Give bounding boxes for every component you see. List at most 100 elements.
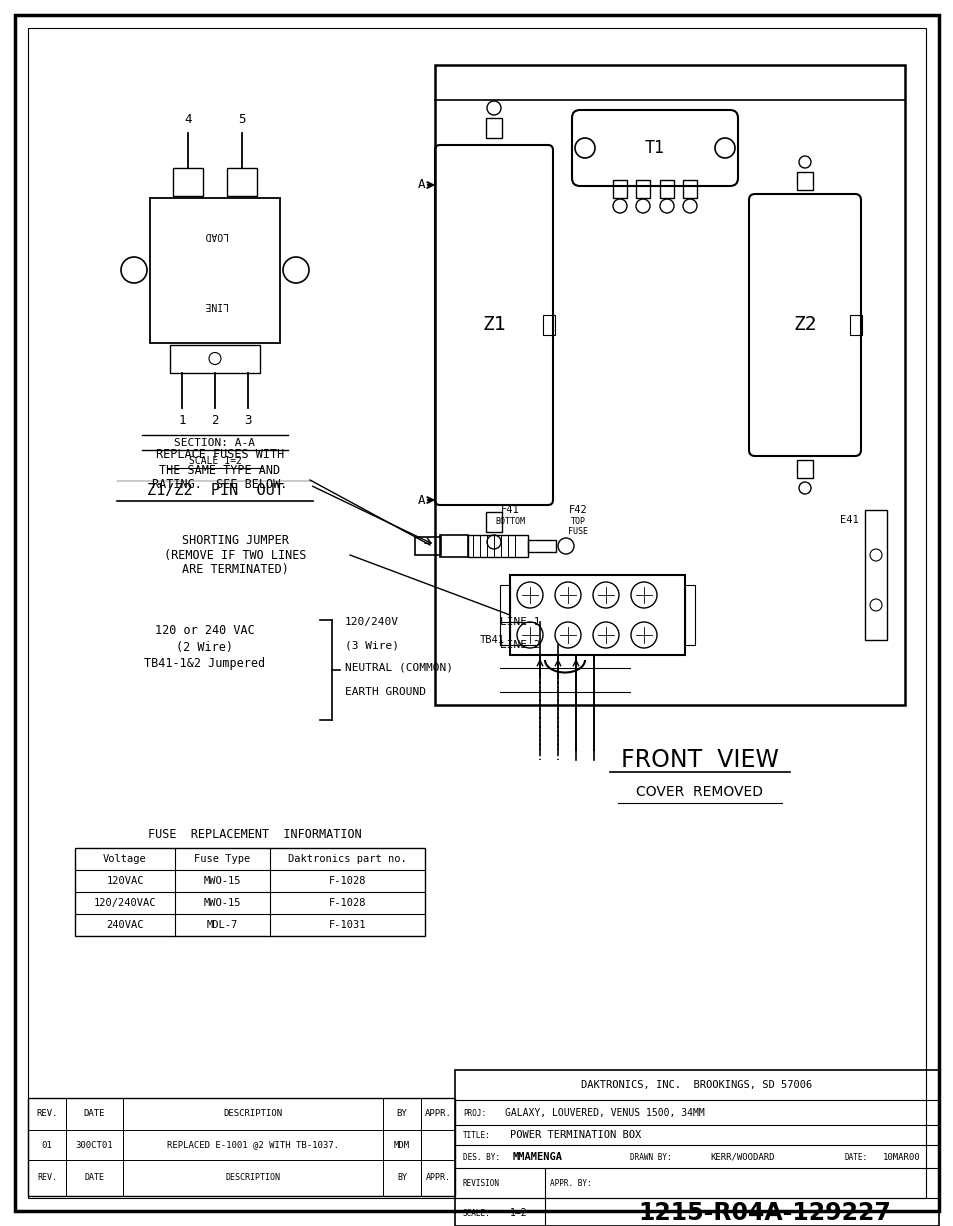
Text: FRONT  VIEW: FRONT VIEW — [620, 748, 778, 772]
Bar — [439, 535, 468, 557]
Text: REV.: REV. — [36, 1110, 58, 1118]
Text: TITLE:: TITLE: — [462, 1130, 490, 1139]
Text: ARE TERMINATED): ARE TERMINATED) — [181, 564, 288, 576]
Bar — [485, 512, 501, 532]
Text: 120 or 240 VAC: 120 or 240 VAC — [155, 624, 254, 636]
Bar — [636, 180, 649, 199]
Text: 4: 4 — [184, 113, 192, 126]
Text: POWER TERMINATION BOX: POWER TERMINATION BOX — [510, 1130, 640, 1140]
Bar — [75, 848, 424, 935]
Text: Z1: Z1 — [482, 315, 505, 335]
Text: GALAXY, LOUVERED, VENUS 1500, 34MM: GALAXY, LOUVERED, VENUS 1500, 34MM — [504, 1108, 704, 1118]
Text: EARTH GROUND: EARTH GROUND — [345, 687, 426, 698]
Text: FUSE  REPLACEMENT  INFORMATION: FUSE REPLACEMENT INFORMATION — [148, 829, 361, 841]
Text: SHORTING JUMPER: SHORTING JUMPER — [181, 533, 288, 547]
Bar — [227, 168, 256, 195]
Bar — [613, 180, 626, 199]
Text: 2: 2 — [211, 414, 218, 427]
Text: A: A — [417, 494, 424, 506]
Bar — [468, 535, 527, 557]
Text: 1215-R04A-129227: 1215-R04A-129227 — [638, 1201, 890, 1225]
Text: F-1028: F-1028 — [329, 877, 366, 886]
Text: COVER  REMOVED: COVER REMOVED — [636, 785, 762, 799]
Bar — [415, 537, 440, 555]
Bar — [542, 315, 555, 335]
Text: MDM: MDM — [394, 1140, 410, 1150]
Bar — [455, 1070, 938, 1226]
Text: LOAD: LOAD — [203, 230, 227, 240]
Text: A: A — [417, 179, 424, 191]
Text: APPR. BY:: APPR. BY: — [550, 1178, 591, 1188]
Text: 240VAC: 240VAC — [106, 920, 144, 931]
Text: SECTION: A-A: SECTION: A-A — [174, 438, 255, 447]
Bar — [849, 315, 862, 335]
Text: NEUTRAL (COMMON): NEUTRAL (COMMON) — [345, 663, 453, 673]
Bar — [796, 460, 812, 478]
Text: KERR/WOODARD: KERR/WOODARD — [709, 1152, 774, 1161]
Text: Daktronics part no.: Daktronics part no. — [288, 855, 406, 864]
Text: LINE 2: LINE 2 — [499, 640, 540, 650]
Text: DATE: DATE — [85, 1173, 105, 1183]
Text: DRAWN BY:: DRAWN BY: — [629, 1152, 671, 1161]
Text: MWO-15: MWO-15 — [204, 897, 241, 908]
Text: REV.: REV. — [37, 1173, 57, 1183]
Bar — [170, 345, 260, 373]
Text: E41: E41 — [840, 515, 858, 525]
Text: (2 Wire): (2 Wire) — [176, 641, 233, 655]
Text: 5: 5 — [238, 113, 246, 126]
Text: 1: 1 — [178, 414, 186, 427]
Text: DESCRIPTION: DESCRIPTION — [225, 1173, 280, 1183]
Bar — [28, 1098, 455, 1197]
Text: 10MAR00: 10MAR00 — [882, 1152, 920, 1161]
Text: BY: BY — [396, 1110, 407, 1118]
Text: DESCRIPTION: DESCRIPTION — [223, 1110, 282, 1118]
Text: Voltage: Voltage — [103, 855, 147, 864]
Text: MDL-7: MDL-7 — [207, 920, 238, 931]
Bar — [527, 539, 556, 552]
Text: PROJ:: PROJ: — [462, 1108, 486, 1118]
Bar — [682, 180, 697, 199]
Text: 1=2: 1=2 — [510, 1208, 527, 1217]
Text: 120/240VAC: 120/240VAC — [93, 897, 156, 908]
Text: TOP: TOP — [570, 517, 585, 526]
Text: DATE: DATE — [84, 1110, 105, 1118]
Bar — [684, 585, 695, 645]
Bar — [499, 585, 510, 645]
Text: FUSE: FUSE — [567, 527, 587, 537]
Text: SCALE 1=2: SCALE 1=2 — [189, 456, 241, 466]
Text: 120VAC: 120VAC — [106, 877, 144, 886]
Text: F-1028: F-1028 — [329, 897, 366, 908]
Text: TB41-1&2 Jumpered: TB41-1&2 Jumpered — [144, 656, 265, 669]
Text: DAKTRONICS, INC.  BROOKINGS, SD 57006: DAKTRONICS, INC. BROOKINGS, SD 57006 — [580, 1080, 812, 1090]
Text: APPR.: APPR. — [425, 1173, 450, 1183]
Text: BOTTOM: BOTTOM — [495, 517, 524, 526]
Text: T1: T1 — [644, 139, 664, 157]
Text: 300CT01: 300CT01 — [75, 1140, 113, 1150]
Text: (3 Wire): (3 Wire) — [345, 640, 398, 650]
Text: APPR.: APPR. — [424, 1110, 451, 1118]
Bar — [150, 197, 280, 342]
Text: REVISION: REVISION — [462, 1178, 499, 1188]
Text: DATE:: DATE: — [844, 1152, 867, 1161]
Bar — [435, 65, 904, 705]
Text: 3: 3 — [244, 414, 252, 427]
Bar — [510, 575, 684, 655]
Bar — [796, 172, 812, 190]
Text: REPLACE FUSES WITH: REPLACE FUSES WITH — [155, 449, 284, 461]
Text: SCALE:: SCALE: — [462, 1209, 490, 1217]
Bar — [659, 180, 673, 199]
Text: F42: F42 — [568, 505, 587, 515]
Bar — [485, 118, 501, 139]
Text: Z1/Z2  PIN  OUT: Z1/Z2 PIN OUT — [147, 483, 283, 498]
Text: BY: BY — [396, 1173, 407, 1183]
Text: Z2: Z2 — [792, 315, 816, 335]
Text: REPLACED E-1001 @2 WITH TB-1037.: REPLACED E-1001 @2 WITH TB-1037. — [167, 1140, 338, 1150]
Text: (REMOVE IF TWO LINES: (REMOVE IF TWO LINES — [164, 548, 306, 562]
Text: MWO-15: MWO-15 — [204, 877, 241, 886]
Text: LINE: LINE — [203, 300, 227, 310]
Text: MMAMENGA: MMAMENGA — [513, 1152, 562, 1162]
Bar — [172, 168, 203, 195]
Text: F41: F41 — [500, 505, 518, 515]
Text: DES. BY:: DES. BY: — [462, 1152, 499, 1161]
Text: THE SAME TYPE AND: THE SAME TYPE AND — [159, 463, 280, 477]
